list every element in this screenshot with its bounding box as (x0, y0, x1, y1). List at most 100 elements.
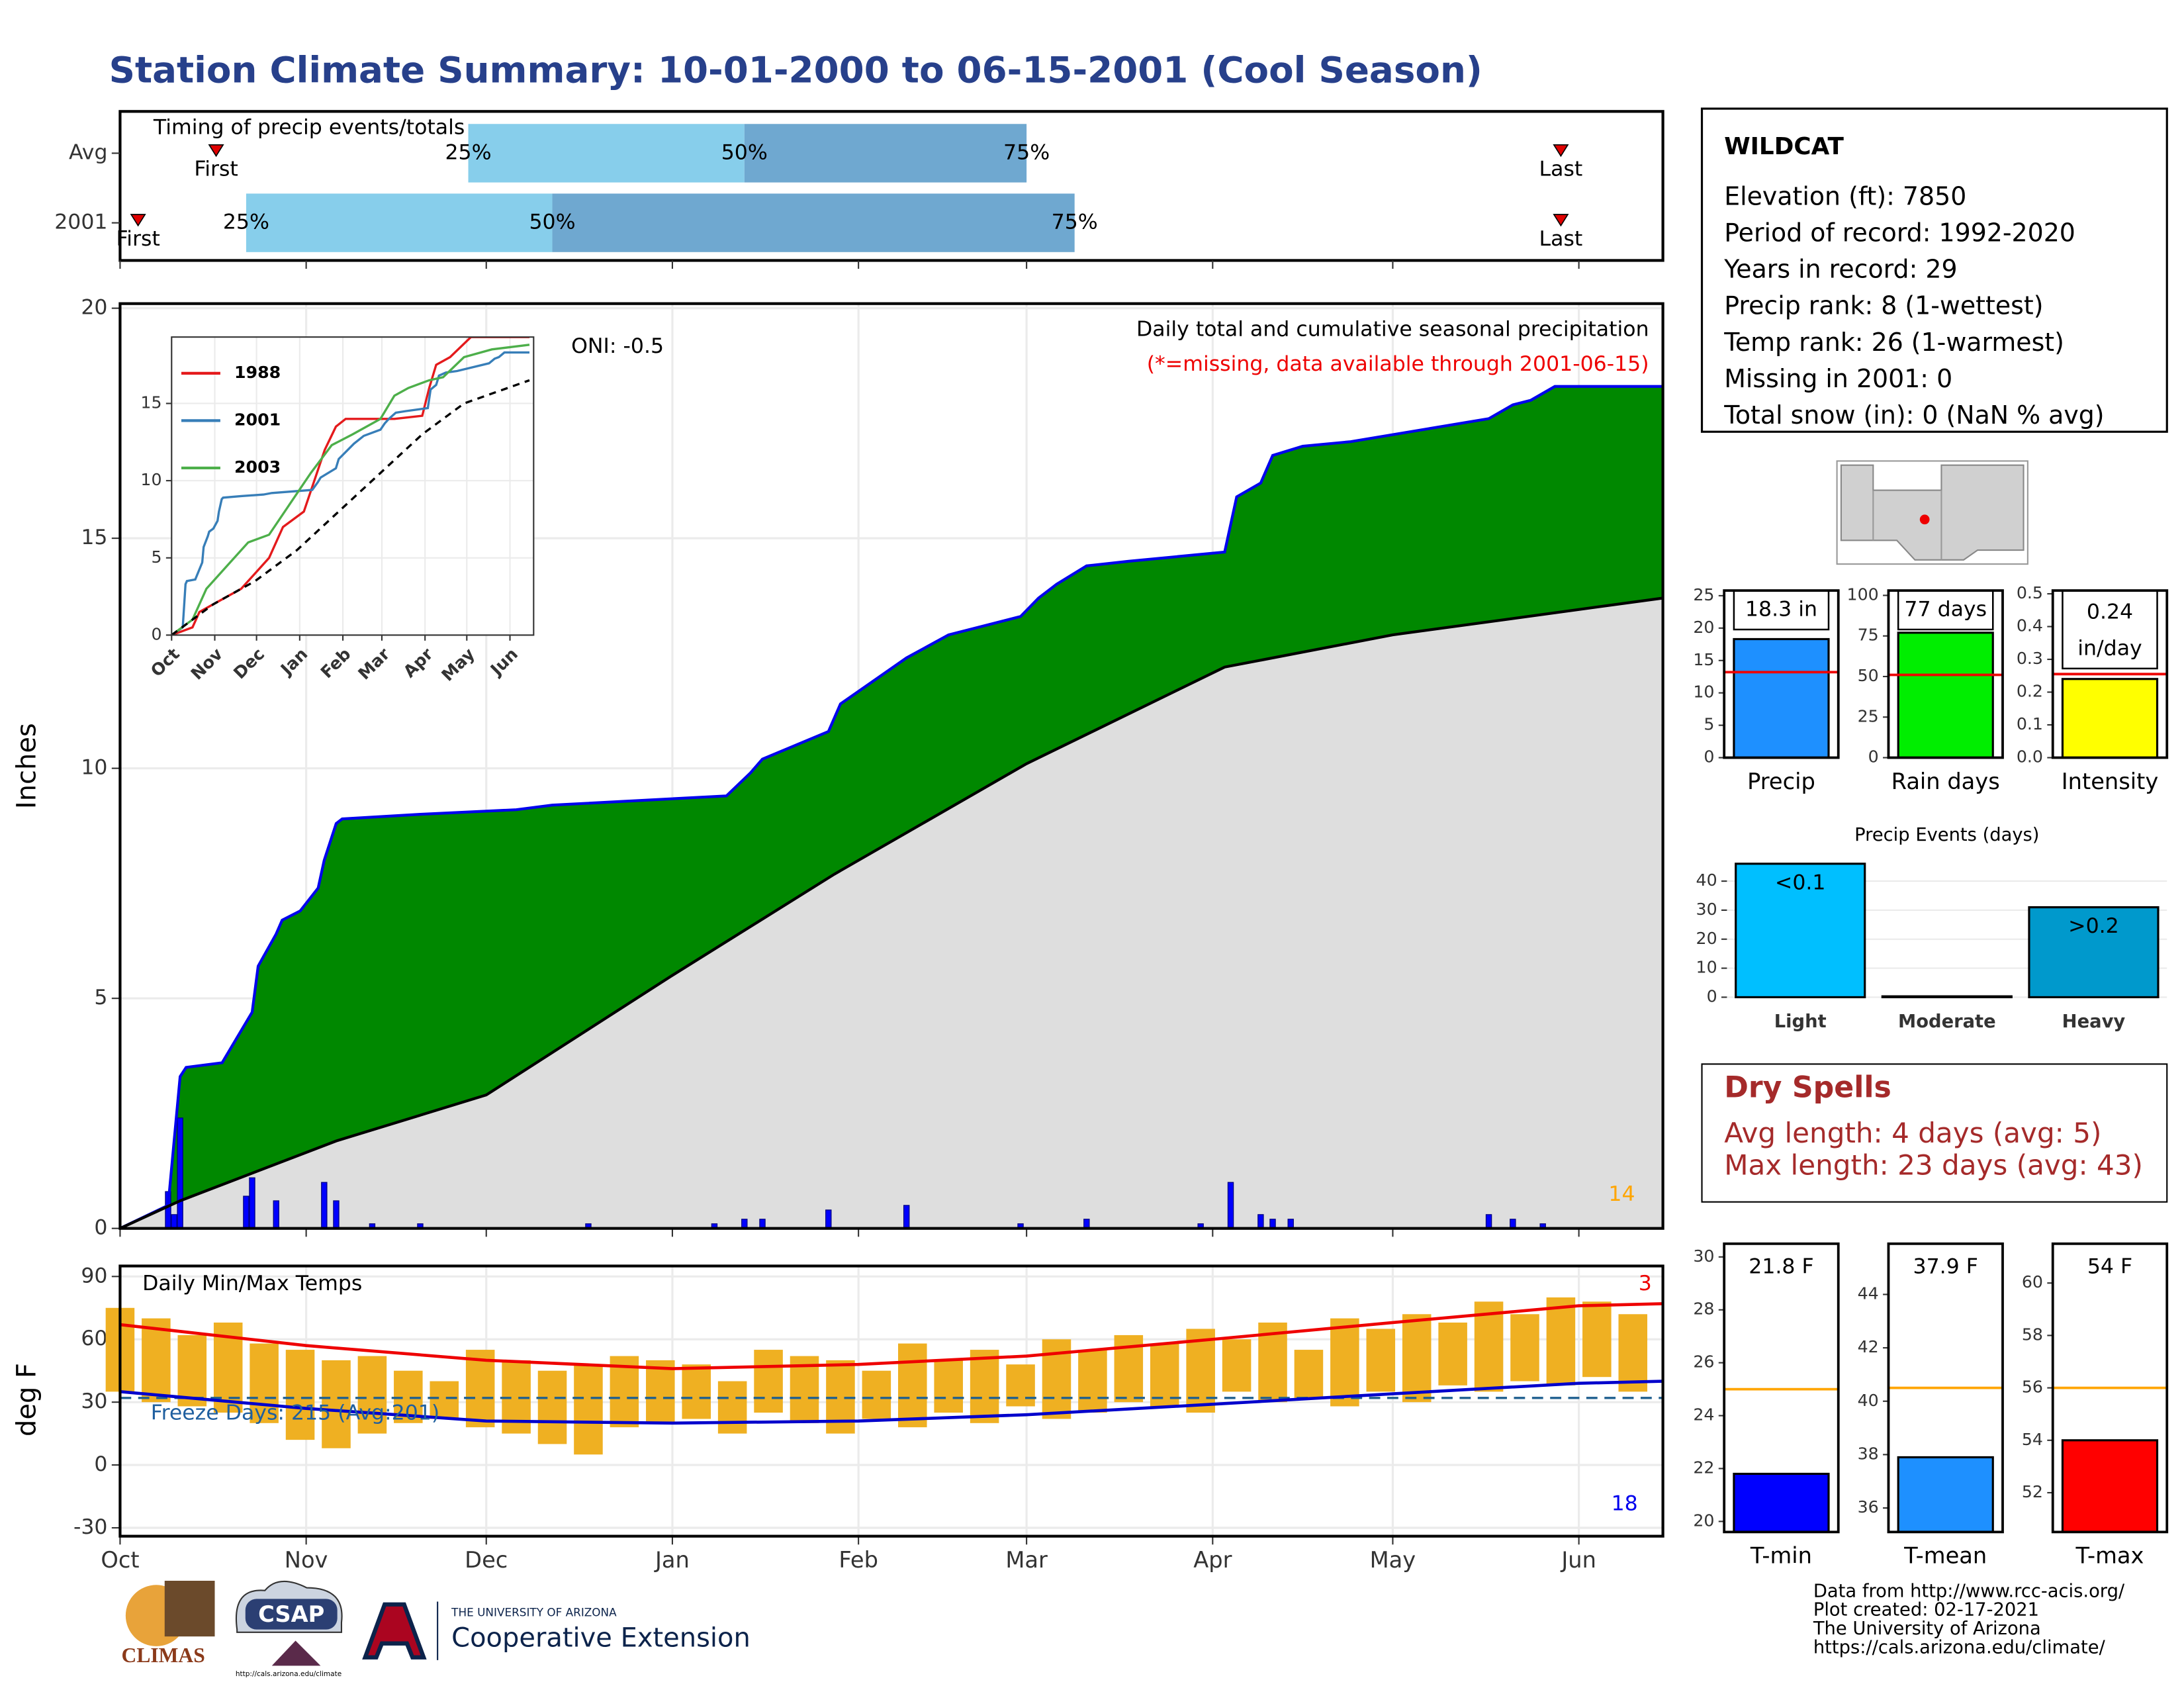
temp-bar (934, 1360, 963, 1413)
y-tick-label: 44 (1858, 1284, 1879, 1303)
footer-line: The University of Arizona (1813, 1618, 2041, 1639)
inset-line (171, 379, 530, 635)
y-tick-label: 10 (140, 470, 161, 489)
x-tick-label: Nov (285, 1547, 328, 1573)
map-border (1872, 490, 1942, 560)
daily-bar (249, 1177, 255, 1229)
quantile-label: 50% (721, 140, 768, 164)
timing-marker (1553, 144, 1569, 158)
y-tick-label: 0.1 (2017, 714, 2043, 733)
daily-bar (333, 1200, 340, 1229)
marker-label: Last (1539, 158, 1583, 181)
temp-bar (862, 1370, 891, 1419)
x-tick-label: Precip (1747, 769, 1815, 794)
event-bar (1735, 863, 1866, 999)
station-line: Missing in 2001: 0 (1724, 364, 1952, 393)
y-tick-label: 30 (1696, 900, 1717, 919)
bar-frame (1723, 1242, 1840, 1534)
plot-frame (118, 302, 1664, 1230)
daily-bar (273, 1200, 279, 1229)
x-tick-label: Heavy (2062, 1011, 2126, 1032)
station-line: Precip rank: 8 (1-wettest) (1724, 291, 2043, 320)
y-tick-label: 0 (151, 624, 161, 643)
y-tick-label: 15 (140, 393, 161, 412)
timing-bar (552, 193, 1075, 252)
value-label: 77 days (1904, 598, 1987, 622)
csap-badge (245, 1599, 338, 1630)
y-tick-label: 10 (1696, 958, 1717, 977)
bar (1897, 632, 1994, 759)
daily-bar (321, 1182, 328, 1229)
marker-label: Last (1539, 227, 1583, 251)
temp-bar (1582, 1301, 1612, 1378)
value-label: 54 F (2087, 1255, 2132, 1279)
y-tick-label: 54 (2022, 1430, 2043, 1449)
y-tick-label: 20 (1693, 1511, 1714, 1530)
csap-url: http://cals.arizona.edu/climate (236, 1670, 341, 1678)
dry-spell-line: Avg length: 4 days (avg: 5) (1724, 1117, 2101, 1149)
temp-bar (898, 1343, 927, 1428)
quantile-label: 25% (223, 211, 269, 234)
dry-spells-box: Dry Spells (1701, 1063, 2168, 1203)
y-tick-label: 5 (94, 986, 107, 1009)
dry-spells-title: Dry Spells (1724, 1070, 1891, 1104)
x-tick-label: Moderate (1898, 1011, 1996, 1032)
x-tick-label: Apr (1193, 1547, 1232, 1573)
ua-text: THE UNIVERSITY OF ARIZONA (451, 1605, 617, 1618)
y-tick-label: 0 (94, 1452, 107, 1476)
climas-logo-block (164, 1580, 215, 1637)
normal-line (120, 1302, 1663, 1370)
bar (2061, 678, 2159, 759)
x-tick-label: Dec (465, 1547, 508, 1573)
legend-label: 2003 (234, 457, 281, 477)
temp-bar (1546, 1297, 1576, 1385)
y-axis-label: Inches (12, 723, 42, 809)
marker-label: First (194, 158, 238, 181)
y-tick-label: 30 (1693, 1246, 1714, 1266)
temp-bar (177, 1335, 207, 1407)
temp-bar (754, 1350, 783, 1413)
climas-text: CLIMAS (122, 1644, 205, 1667)
y-tick-label: 24 (1693, 1405, 1714, 1425)
temp-bar (430, 1381, 459, 1419)
temp-bar (1294, 1350, 1324, 1398)
page-title: Station Climate Summary: 10-01-2000 to 0… (109, 49, 1482, 91)
extension-text: Cooperative Extension (451, 1622, 751, 1653)
temp-bar (682, 1364, 711, 1419)
cumulative-line (119, 385, 1663, 1230)
inset-bg (171, 337, 534, 635)
daily-bar (369, 1223, 376, 1229)
inset-frame (171, 336, 535, 636)
y-tick-label: 20 (1696, 929, 1717, 948)
inset-line (171, 344, 530, 635)
temp-bar (574, 1364, 603, 1455)
daily-bar (171, 1214, 177, 1229)
x-tick-label: Mar (1005, 1547, 1048, 1573)
temp-bar (1510, 1314, 1539, 1382)
annotation: (*=missing, data available through 2001-… (1147, 352, 1649, 376)
y-tick-label: 0.0 (2017, 747, 2043, 767)
daily-bar (1485, 1214, 1492, 1229)
x-tick-label: Jun (1560, 1547, 1596, 1573)
y-tick-label: 60 (81, 1327, 107, 1350)
daily-bar (177, 1117, 183, 1229)
y-tick-label: 36 (1858, 1497, 1879, 1517)
bar-frame (1887, 1242, 2004, 1534)
bar-frame (2051, 589, 2169, 759)
y-tick-label: 0.4 (2017, 616, 2043, 635)
daily-bar (417, 1223, 424, 1229)
station-line: Years in record: 29 (1723, 255, 1957, 284)
y-tick-label: 0 (1704, 747, 1714, 767)
value-label: 37.9 F (1913, 1255, 1978, 1279)
y-tick-label: 58 (2022, 1325, 2043, 1344)
station-line: Temp rank: 26 (1-warmest) (1723, 328, 2064, 357)
inset-line (171, 337, 530, 635)
temp-bar (717, 1381, 747, 1434)
station-line: Elevation (ft): 7850 (1724, 181, 1966, 211)
temp-bar (142, 1318, 171, 1403)
y-tick-label: 0 (1868, 747, 1879, 767)
station-line: Period of record: 1992-2020 (1724, 218, 2075, 247)
y-axis-label: deg F (12, 1363, 42, 1436)
timing-marker (1553, 214, 1569, 227)
temp-bar (1222, 1339, 1251, 1392)
